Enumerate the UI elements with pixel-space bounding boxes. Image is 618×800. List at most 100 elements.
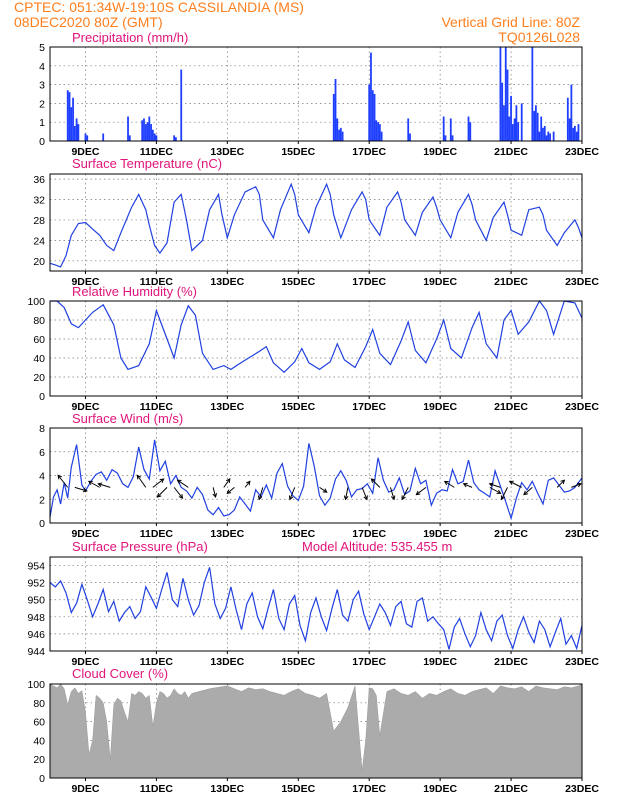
- precip-bar: [467, 116, 470, 141]
- precip-bar: [444, 135, 447, 141]
- pressure-series-line: [49, 567, 583, 651]
- precip-bar: [380, 131, 383, 141]
- cloud-ytick-label: 40: [33, 735, 45, 747]
- precip-bar: [75, 118, 78, 141]
- humidity-xtick-label: 19DEC: [423, 401, 457, 413]
- precip-bar: [368, 84, 371, 141]
- temperature-series-line: [49, 182, 583, 268]
- precip-xtick-label: 19DEC: [423, 146, 457, 158]
- precip-bar: [506, 69, 509, 141]
- wind-wind-arrowhead: [508, 480, 514, 485]
- cloud-title: Cloud Cover (%): [72, 666, 168, 681]
- wind-wind-arrowhead: [212, 492, 218, 498]
- wind-wind-arrow: [88, 480, 100, 488]
- wind-wind-arrowhead: [576, 482, 582, 488]
- precip-bar: [570, 84, 573, 141]
- precip-bar: [508, 116, 511, 141]
- precip-xtick-label: 21DEC: [494, 146, 528, 158]
- precip-frame: [49, 46, 583, 142]
- pressure-ytick-label: 950: [27, 595, 45, 607]
- humidity-title: Relative Humidity (%): [72, 284, 197, 299]
- precip-bar: [334, 78, 337, 141]
- precip-ytick-label: 5: [39, 42, 45, 54]
- wind-wind-arrow: [289, 487, 296, 500]
- wind-xtick-label: 19DEC: [423, 528, 457, 540]
- humidity-ytick-label: 20: [33, 372, 45, 384]
- precip-bar: [151, 129, 154, 141]
- precip-bar: [409, 133, 411, 141]
- wind-wind-arrow: [489, 483, 501, 488]
- wind-wind-arrow: [416, 486, 427, 495]
- precip-bar: [513, 118, 516, 141]
- precip-bar: [499, 47, 502, 141]
- wind-wind-arrowhead: [500, 495, 506, 501]
- model-altitude: Model Altitude: 535.455 m: [302, 539, 452, 554]
- wind-wind-arrow: [136, 475, 147, 488]
- precip-bar: [515, 105, 518, 141]
- precip-bar: [336, 118, 339, 141]
- wind-xtick-label: 17DEC: [352, 528, 386, 540]
- precip-bar: [540, 116, 543, 141]
- wind-wind-arrow: [157, 487, 168, 498]
- humidity-xtick-label: 17DEC: [352, 401, 386, 413]
- wind-wind-arrow: [444, 480, 455, 488]
- temperature-xtick-label: 11DEC: [140, 276, 174, 288]
- wind-wind-arrow: [258, 487, 264, 500]
- precip-bar: [511, 124, 514, 141]
- wind-wind-arrow: [361, 487, 368, 500]
- precip-bar: [577, 124, 580, 141]
- humidity-ytick-label: 80: [33, 315, 45, 327]
- precip-bar: [543, 125, 546, 141]
- wind-wind-arrow: [223, 478, 231, 488]
- wind-wind-arrowhead: [178, 494, 184, 499]
- precip-bar: [549, 133, 551, 141]
- wind-wind-arrow: [57, 475, 69, 488]
- wind-xtick-label: 21DEC: [494, 528, 528, 540]
- wind-wind-arrow: [463, 483, 473, 488]
- precip-xtick-label: 17DEC: [352, 146, 386, 158]
- wind-wind-arrowhead: [176, 479, 182, 484]
- wind-wind-arrowhead: [225, 478, 231, 484]
- precip-bar: [148, 116, 151, 141]
- pressure-xtick-label: 15DEC: [281, 656, 315, 668]
- wind-series-line: [49, 439, 583, 521]
- cloud-ytick-label: 20: [33, 754, 45, 766]
- pressure-ytick-label: 946: [27, 629, 45, 641]
- pressure-ytick-label: 948: [27, 612, 45, 624]
- precip-bar: [332, 94, 335, 141]
- temperature-ytick-label: 32: [33, 195, 45, 207]
- temperature-title: Surface Temperature (nC): [72, 156, 222, 171]
- temperature-frame: [49, 173, 583, 272]
- wind-wind-arrowhead: [288, 495, 294, 501]
- precip-bar: [533, 110, 536, 141]
- temperature-xtick-label: 21DEC: [494, 276, 528, 288]
- temperature-xtick-label: 9DEC: [71, 276, 99, 288]
- precip-bar: [77, 124, 80, 141]
- precip-bar: [407, 118, 410, 141]
- pressure-xtick-label: 23DEC: [565, 656, 599, 668]
- precip-bar: [574, 125, 576, 141]
- wind-wind-arrow: [501, 487, 508, 500]
- wind-wind-arrow: [319, 486, 328, 493]
- precip-xtick-label: 13DEC: [210, 146, 244, 158]
- precip-bar: [378, 124, 381, 141]
- wind-wind-arrow: [345, 487, 349, 500]
- wind-wind-arrowhead: [226, 489, 232, 495]
- wind-wind-arrow: [390, 487, 395, 500]
- wind-wind-arrowhead: [488, 482, 494, 488]
- precip-xtick-label: 15DEC: [281, 146, 315, 158]
- temperature-xtick-label: 17DEC: [352, 276, 386, 288]
- pressure-xtick-label: 11DEC: [140, 656, 174, 668]
- precip-bar: [534, 105, 537, 141]
- cloud-frame: [49, 683, 583, 779]
- wind-wind-arrowhead: [257, 495, 263, 501]
- wind-ytick-label: 8: [39, 423, 45, 435]
- precip-bar: [442, 116, 445, 141]
- wind-wind-arrowhead: [343, 495, 349, 501]
- precip-bar: [150, 124, 152, 141]
- cloud-area: [49, 683, 583, 779]
- cloud-ytick-label: 100: [27, 679, 45, 691]
- precip-bar: [531, 47, 534, 141]
- header-grid-line: Vertical Grid Line: 80Z: [441, 14, 580, 30]
